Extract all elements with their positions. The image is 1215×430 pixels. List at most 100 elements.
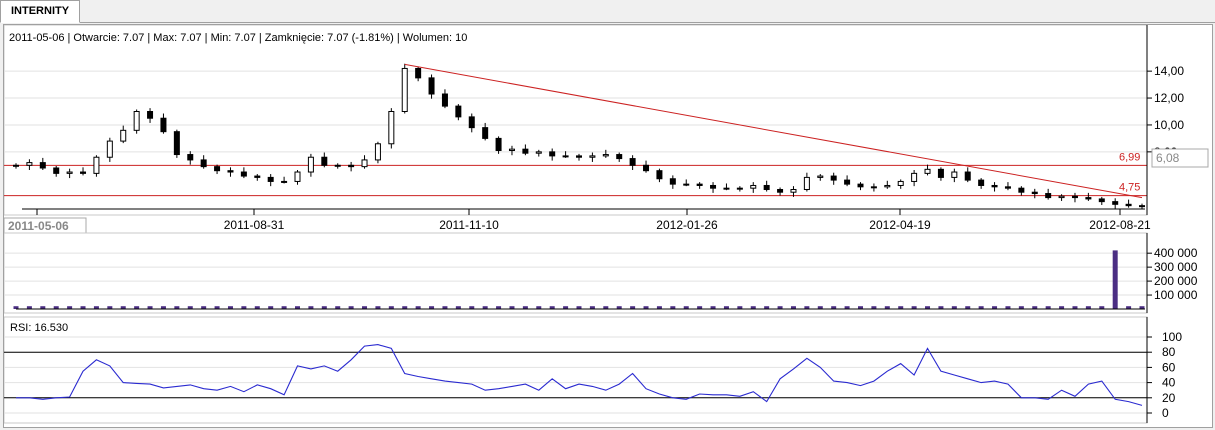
price-candle bbox=[495, 137, 502, 152]
volume-bar bbox=[750, 306, 756, 309]
volume-bar bbox=[670, 306, 676, 309]
volume-bar bbox=[925, 306, 931, 309]
price-candle bbox=[1071, 195, 1078, 199]
volume-plot-area bbox=[3, 232, 1148, 314]
volume-bar bbox=[227, 306, 233, 309]
volume-bar bbox=[469, 306, 475, 309]
volume-bar bbox=[348, 306, 354, 309]
volume-bar bbox=[630, 306, 636, 309]
volume-bar bbox=[858, 306, 863, 309]
volume-bar bbox=[509, 306, 515, 309]
price-candle bbox=[1004, 186, 1011, 189]
price-candle bbox=[991, 184, 998, 188]
price-candle bbox=[870, 186, 877, 189]
price-candle bbox=[937, 168, 944, 178]
rsi-line bbox=[16, 344, 1143, 406]
volume-bar bbox=[1018, 306, 1024, 309]
price-candle bbox=[616, 154, 623, 160]
chart-panel: 2011-05-06 | Otwarcie: 7.07 | Max: 7.07 … bbox=[3, 24, 1213, 428]
volume-bar bbox=[80, 306, 86, 309]
price-candle bbox=[884, 184, 891, 188]
price-candle bbox=[857, 183, 864, 188]
volume-bar bbox=[53, 306, 59, 309]
price-candle bbox=[562, 155, 569, 158]
volume-bar bbox=[40, 306, 46, 309]
price-candle bbox=[415, 67, 422, 79]
price-candle bbox=[307, 156, 314, 173]
volume-bar bbox=[442, 306, 448, 309]
volume-bar bbox=[777, 306, 783, 309]
date-axis: 2011-05-06 2011-08-31 2011-11-10 2012-01-26… bbox=[3, 208, 1151, 234]
last-price-label: 6,08 bbox=[1156, 151, 1180, 165]
price-tick-label: 10,00 bbox=[1154, 118, 1184, 132]
rsi-tick-label: 20 bbox=[1162, 391, 1176, 405]
price-candle bbox=[790, 189, 797, 193]
price-candle bbox=[1045, 193, 1052, 199]
price-candle bbox=[401, 67, 408, 112]
volume-bar bbox=[120, 306, 126, 309]
price-candle bbox=[26, 162, 33, 166]
price-candle bbox=[964, 171, 971, 181]
volume-bar bbox=[563, 306, 569, 309]
volume-bar bbox=[643, 306, 649, 309]
price-candle bbox=[147, 110, 154, 119]
volume-bar bbox=[1059, 306, 1065, 309]
reference-line-label: 6,99 bbox=[1119, 151, 1140, 163]
price-candle bbox=[428, 77, 435, 95]
price-candle bbox=[80, 171, 87, 174]
date-tick-label: 2012-04-19 bbox=[869, 218, 931, 232]
price-candle bbox=[763, 184, 770, 191]
price-plot-area bbox=[3, 24, 1148, 216]
tab-internity[interactable]: INTERNITY bbox=[0, 0, 81, 23]
volume-bar bbox=[965, 306, 971, 309]
price-candle bbox=[294, 171, 301, 182]
chart-canvas[interactable]: 2011-05-06 | Otwarcie: 7.07 | Max: 7.07 … bbox=[3, 24, 1212, 427]
rsi-title: RSI: 16.530 bbox=[10, 322, 68, 334]
rsi-tick-label: 40 bbox=[1162, 376, 1176, 390]
volume-tick-label: 400 000 bbox=[1154, 246, 1198, 260]
price-candle bbox=[227, 170, 234, 173]
volume-bar bbox=[214, 306, 220, 309]
volume-bar bbox=[1085, 306, 1091, 309]
rsi-levels bbox=[4, 351, 1147, 399]
price-candles bbox=[13, 63, 1145, 210]
volume-bar bbox=[362, 306, 368, 309]
volume-bar bbox=[281, 306, 287, 309]
volume-bar bbox=[482, 306, 488, 309]
volume-bar bbox=[1032, 306, 1038, 309]
price-candle bbox=[736, 187, 743, 190]
price-candle bbox=[629, 158, 636, 166]
price-candle bbox=[602, 154, 609, 157]
trend-line bbox=[404, 63, 1143, 199]
volume-bar bbox=[1005, 306, 1011, 309]
volume-bar bbox=[951, 306, 957, 309]
volume-bar bbox=[201, 306, 207, 309]
price-candle bbox=[455, 105, 462, 118]
price-tick-label: 14,00 bbox=[1154, 64, 1184, 78]
last-price-box bbox=[1151, 148, 1209, 168]
volume-bar bbox=[187, 306, 193, 309]
volume-bar bbox=[308, 306, 314, 309]
volume-bar bbox=[107, 306, 113, 309]
volume-bar bbox=[616, 306, 622, 309]
date-tick-label: 2012-08-21 bbox=[1089, 218, 1151, 232]
price-tick-label: 12,00 bbox=[1154, 91, 1184, 105]
price-candle bbox=[187, 154, 194, 161]
price-candle bbox=[66, 171, 73, 174]
volume-bar bbox=[764, 306, 770, 309]
price-candle bbox=[1139, 205, 1145, 208]
volume-bar bbox=[174, 306, 180, 309]
volume-bars bbox=[13, 250, 1145, 309]
volume-bar bbox=[388, 306, 394, 309]
tab-bar: INTERNITY bbox=[0, 0, 1215, 23]
price-candle bbox=[374, 143, 381, 161]
price-candle bbox=[468, 116, 475, 129]
price-candle bbox=[267, 176, 274, 182]
price-candle bbox=[1058, 195, 1065, 199]
price-candle bbox=[281, 180, 288, 183]
volume-bar bbox=[938, 306, 944, 309]
volume-bar bbox=[549, 306, 555, 309]
price-candle bbox=[53, 167, 60, 174]
volume-bar bbox=[1099, 306, 1105, 309]
